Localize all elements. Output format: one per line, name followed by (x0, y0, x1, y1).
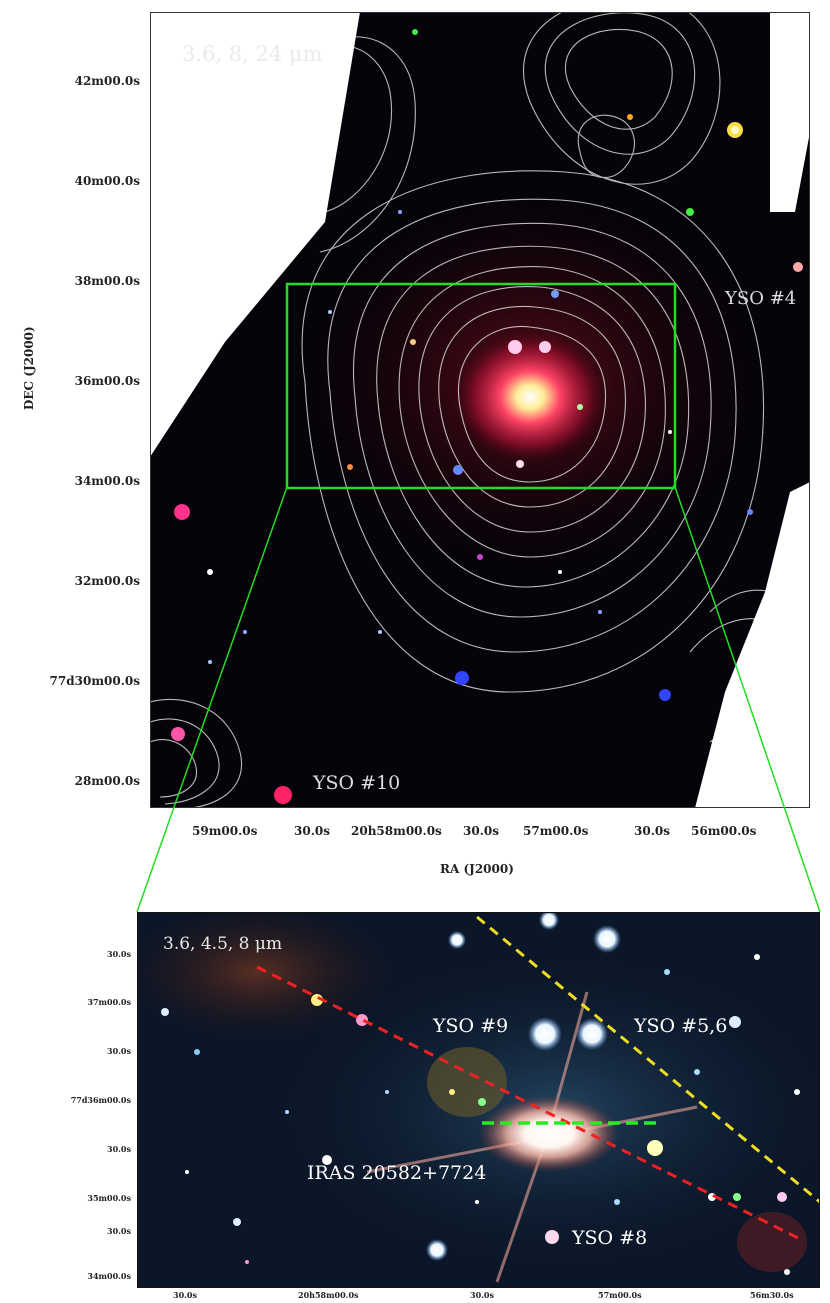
dec-axis-label: DEC (J2000) (22, 326, 36, 410)
ra-tick-label: 59m00.0s (192, 824, 258, 838)
dec-tick-label-zoom: 35m00.0s (87, 1193, 131, 1203)
zoom-box (285, 282, 677, 490)
dec-tick-label-zoom: 37m00.0s (87, 997, 131, 1007)
no-coverage-top-right (770, 12, 810, 212)
bottom-band-label: 3.6, 4.5, 8 μm (163, 934, 283, 954)
dec-tick-label: 38m00.0s (74, 274, 140, 288)
dec-tick-label: 34m00.0s (74, 474, 140, 488)
ra-tick-label: 30.0s (634, 824, 670, 838)
top-panel-image (150, 12, 810, 808)
iras-source-glow (455, 332, 605, 462)
ra-tick-label: 30.0s (294, 824, 330, 838)
top-image-panel: 3.6, 8, 24 μm YSO #4 YSO #10 (150, 12, 810, 808)
iras-label: IRAS 20582+7724 (307, 1162, 487, 1184)
bottom-panel-image (137, 912, 820, 1288)
yso-8-label: YSO #8 (572, 1227, 648, 1249)
dec-tick-label: 32m00.0s (74, 574, 140, 588)
star-field-zoom (161, 912, 800, 1275)
yso-9-label: YSO #9 (433, 1015, 509, 1037)
dec-tick-label-zoom: 30.0s (107, 949, 131, 959)
top-band-label: 3.6, 8, 24 μm (182, 42, 323, 66)
dec-tick-label: 42m00.0s (74, 74, 140, 88)
ra-tick-label-zoom: 30.0s (173, 1290, 197, 1300)
yso-10-label: YSO #10 (313, 772, 401, 794)
dec-tick-label-zoom: 30.0s (107, 1144, 131, 1154)
ra-tick-label: 30.0s (463, 824, 499, 838)
dec-tick-label: 28m00.0s (74, 774, 140, 788)
yso-5-6-label: YSO #5,6 (634, 1015, 728, 1037)
no-coverage-left (150, 12, 360, 457)
ra-tick-label: 56m00.0s (691, 824, 757, 838)
dec-tick-label-zoom: 77d36m00.0s (70, 1095, 131, 1105)
dec-tick-label-zoom: 30.0s (107, 1046, 131, 1056)
ra-tick-label-zoom: 20h58m00.0s (298, 1290, 359, 1300)
ra-tick-label: 57m00.0s (523, 824, 589, 838)
ra-tick-label-zoom: 30.0s (470, 1290, 494, 1300)
outflow-yellow-line (476, 915, 820, 1204)
ra-tick-label: 20h58m00.0s (351, 824, 442, 838)
dec-tick-label-zoom: 34m00.0s (87, 1271, 131, 1281)
ra-tick-label-zoom: 56m30.0s (750, 1290, 794, 1300)
dec-tick-label: 36m00.0s (74, 374, 140, 388)
bottom-zoom-panel: 3.6, 4.5, 8 μm YSO #9 YSO #5,6 IRAS 2058… (137, 912, 820, 1288)
dec-tick-label-zoom: 30.0s (107, 1226, 131, 1236)
dec-tick-label: 77d30m00.0s (49, 674, 140, 688)
ra-tick-label-zoom: 57m00.0s (598, 1290, 642, 1300)
ra-axis-label: RA (J2000) (440, 862, 514, 876)
iras-bright-source (479, 1096, 619, 1172)
dec-tick-label: 40m00.0s (74, 174, 140, 188)
nebulosity-knot (427, 1047, 507, 1117)
yso-4-label: YSO #4 (725, 288, 797, 309)
